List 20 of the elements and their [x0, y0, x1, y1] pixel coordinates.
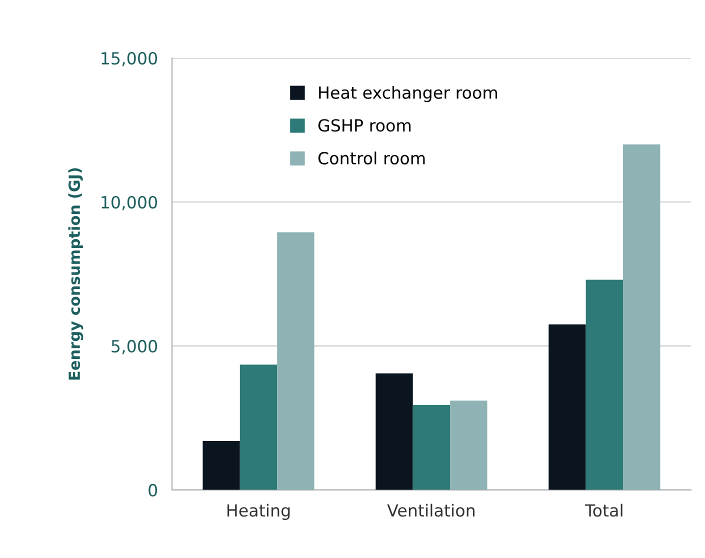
bar: [623, 144, 660, 490]
y-tick-label: 5,000: [112, 340, 158, 354]
bar: [202, 440, 240, 490]
bar: [240, 364, 278, 490]
bar: [586, 280, 624, 490]
bar: [376, 373, 413, 490]
legend-label: Control room: [318, 152, 425, 164]
y-tick-label: 10,000: [102, 196, 158, 210]
legend-label: GSHP room: [318, 119, 411, 132]
bar: [450, 400, 488, 490]
y-axis-title: Eenrgy consumption (GJ): [68, 168, 84, 380]
x-tick-label: Heating: [227, 504, 290, 520]
x-tick-label: Total: [584, 504, 622, 517]
bar: [277, 232, 314, 490]
bar: [412, 404, 450, 490]
x-tick-label: Ventilation: [387, 504, 474, 517]
bar: [548, 324, 586, 490]
y-tick-label: 0: [148, 484, 158, 496]
y-tick-label: 15,000: [102, 52, 158, 66]
legend-label: Heat exchanger room: [319, 86, 498, 102]
